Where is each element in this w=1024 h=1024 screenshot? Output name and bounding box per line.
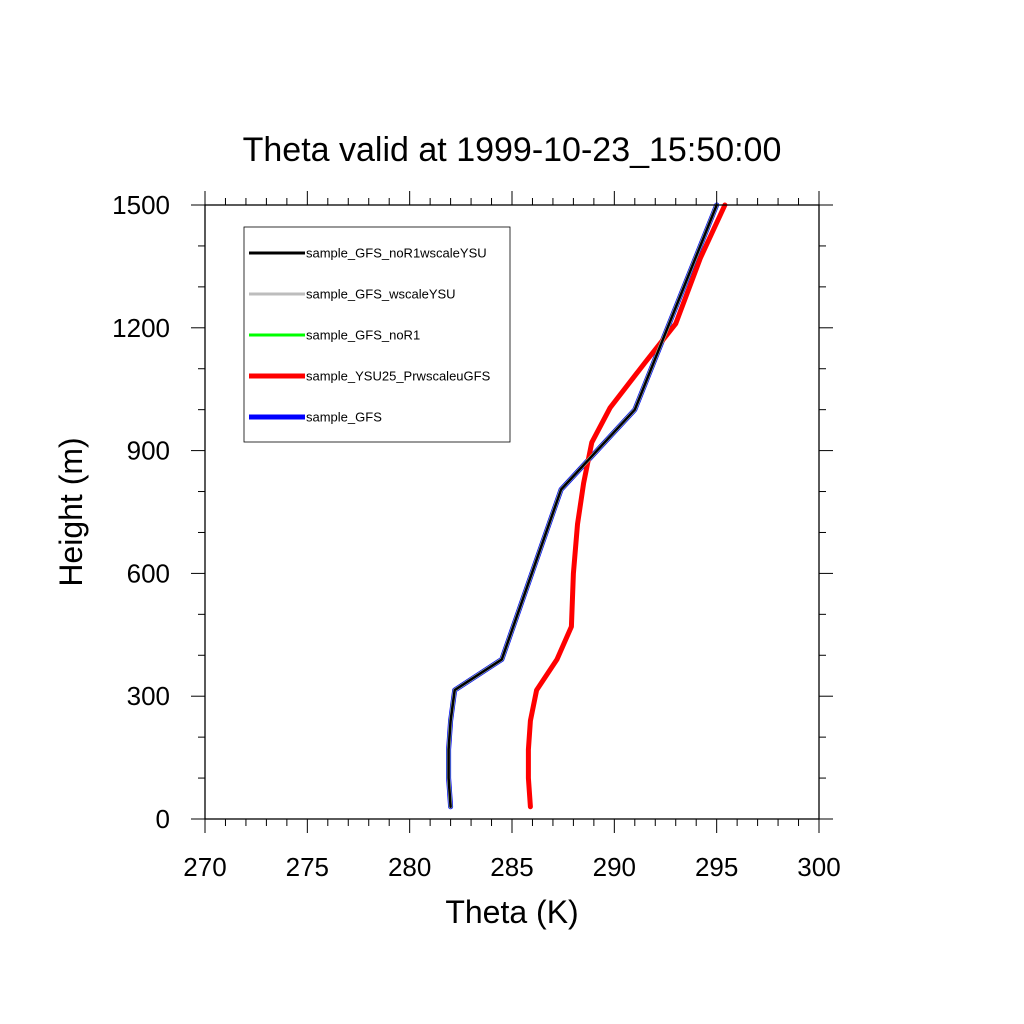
y-tick-label: 1200 [112, 313, 170, 343]
x-tick-label: 300 [797, 852, 840, 882]
tick-layer [191, 191, 833, 833]
series-layer [446, 202, 728, 810]
x-tick-label: 270 [183, 852, 226, 882]
y-tick-label: 900 [127, 436, 170, 466]
series-line-1 [447, 203, 718, 808]
y-tick-label: 600 [127, 558, 170, 588]
x-tick-label: 280 [388, 852, 431, 882]
x-tick-label: 290 [593, 852, 636, 882]
x-tick-label: 275 [286, 852, 329, 882]
x-tick-label: 285 [490, 852, 533, 882]
x-axis-label: Theta (K) [445, 894, 578, 930]
chart-title: Theta valid at 1999-10-23_15:50:00 [243, 131, 782, 169]
y-tick-label: 0 [156, 804, 170, 834]
legend-label: sample_GFS [306, 410, 382, 425]
legend-label: sample_GFS_wscaleYSU [306, 287, 456, 302]
legend-label: sample_YSU25_PrwscaleuGFS [306, 369, 491, 384]
legend-label: sample_GFS_noR1wscaleYSU [306, 246, 487, 261]
legend: sample_GFS_noR1wscaleYSU sample_GFS_wscal… [243, 226, 511, 443]
y-tick-label: 300 [127, 681, 170, 711]
legend-items: sample_GFS_noR1wscaleYSU sample_GFS_wscal… [249, 246, 491, 425]
y-axis-label: Height (m) [53, 437, 89, 586]
legend-label: sample_GFS_noR1 [306, 328, 420, 343]
x-tick-label: 295 [695, 852, 738, 882]
tick-label-layer: 270 275 280 285 290 295 300 0 300 600 900 1200 1500 [112, 190, 841, 882]
y-tick-label: 1500 [112, 190, 170, 220]
